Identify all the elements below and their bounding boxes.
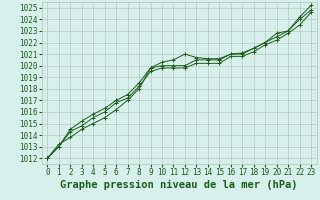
X-axis label: Graphe pression niveau de la mer (hPa): Graphe pression niveau de la mer (hPa) <box>60 180 298 190</box>
